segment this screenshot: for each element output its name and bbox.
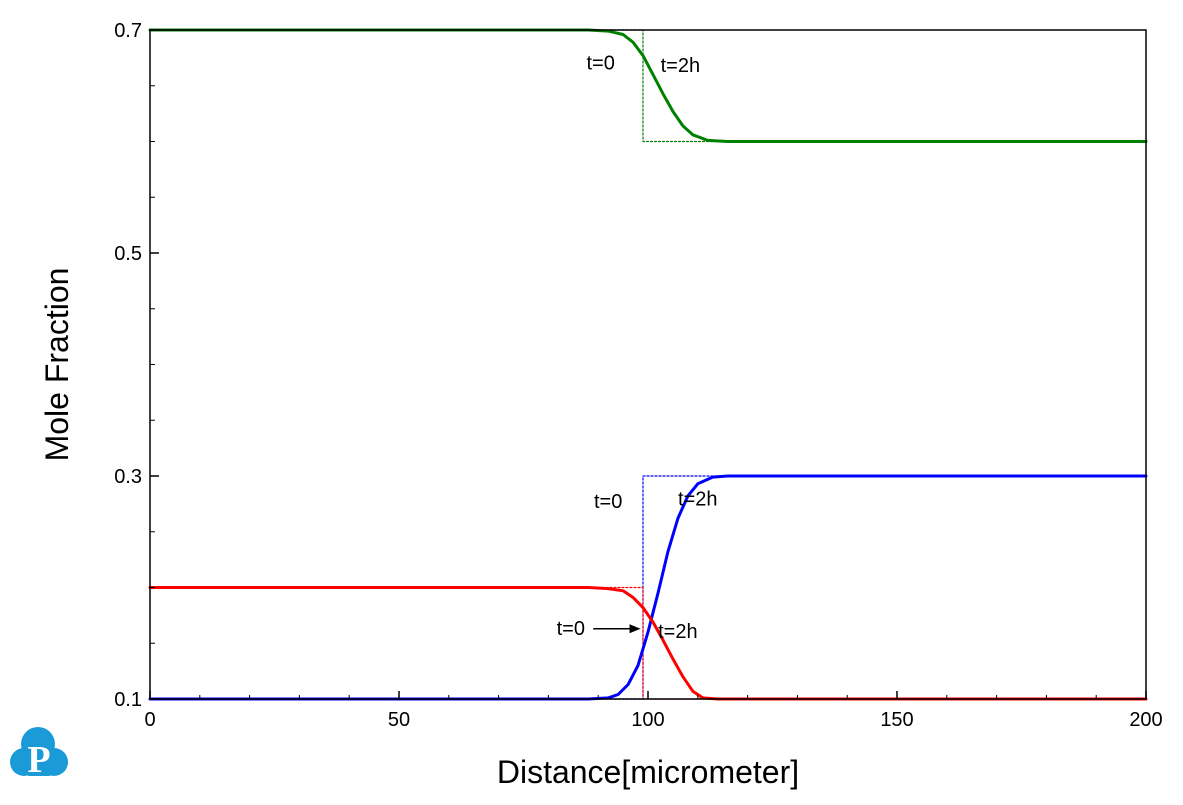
x-tick-label: 200: [1129, 709, 1162, 731]
series-line-3-diffused: [148, 474, 1148, 701]
initial-profiles: [149, 29, 1147, 700]
series-line-0-initial: [149, 29, 1147, 143]
diffused-profiles: [148, 28, 1148, 701]
x-tick-label: 0: [144, 709, 155, 731]
series-line-1-diffused: [148, 28, 1148, 143]
arrow-head-icon: [629, 624, 641, 634]
x-tick-label: 100: [631, 709, 664, 731]
annotation-label-4: t=0: [557, 618, 585, 640]
annotation-label-0: t=0: [587, 53, 615, 75]
plot-frame: [149, 29, 1147, 700]
series-line-5-diffused: [148, 586, 1148, 701]
y-tick-label: 0.5: [114, 243, 142, 265]
annotation-label-3: t=2h: [678, 489, 717, 511]
series-line-4-initial: [149, 586, 1147, 700]
cloud-logo-icon: P: [10, 727, 68, 781]
y-tick-label: 0.3: [114, 466, 142, 488]
logo-cloud-base: [22, 752, 56, 776]
x-tick-label: 150: [880, 709, 913, 731]
annotation-label-1: t=2h: [661, 55, 700, 77]
logo-letter: P: [27, 739, 50, 781]
annotation-label-2: t=0: [594, 491, 622, 513]
y-tick-label: 0.1: [114, 689, 142, 711]
y-tick-label: 0.7: [114, 20, 142, 42]
y-axis: 0.1 0.3 0.5 0.7: [114, 20, 159, 711]
x-tick-label: 50: [388, 709, 410, 731]
annotation-label-5: t=2h: [658, 621, 697, 643]
annotations: t=0 t=2h t=0 t=2h t=0 t=2h: [557, 53, 718, 644]
x-axis: 0 50 100 150 200: [144, 691, 1163, 731]
x-axis-title: Distance[micrometer]: [497, 754, 799, 790]
y-axis-title: Mole Fraction: [39, 268, 75, 462]
